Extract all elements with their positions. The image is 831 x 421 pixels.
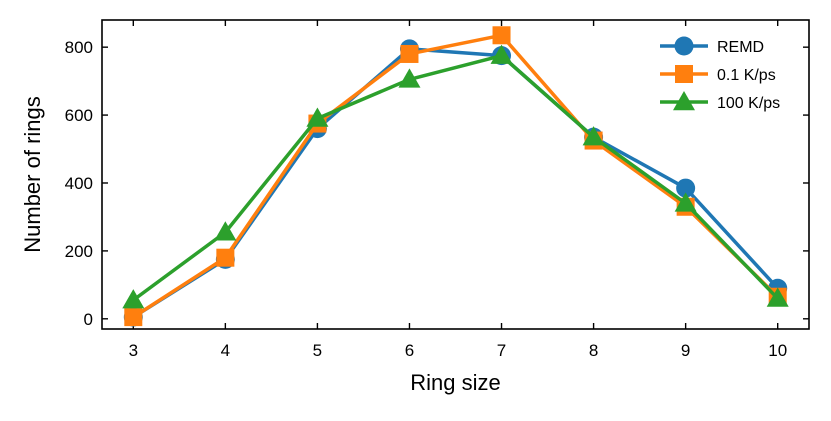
data-point — [214, 221, 237, 241]
legend-label: REMD — [717, 39, 764, 56]
data-point — [492, 26, 511, 45]
legend-marker — [675, 65, 693, 83]
data-point — [306, 107, 329, 127]
series-line — [132, 53, 779, 302]
data-point — [216, 248, 235, 267]
series-line — [132, 33, 779, 319]
data-point — [400, 44, 419, 63]
x-axis-label: Ring size — [410, 370, 500, 395]
x-tick-label: 4 — [221, 341, 230, 360]
legend-marker — [673, 91, 695, 111]
data-point — [582, 126, 605, 146]
y-axis-label: Number of rings — [20, 96, 45, 253]
x-tick-label: 7 — [497, 341, 506, 360]
y-tick-label: 600 — [65, 106, 93, 125]
legend-entry: 0.1 K/ps — [660, 65, 776, 84]
x-tick-label: 5 — [313, 341, 322, 360]
x-tick-label: 3 — [129, 341, 138, 360]
legend-marker — [674, 36, 694, 56]
data-point — [674, 192, 697, 212]
legend-entry: 100 K/ps — [660, 91, 780, 112]
y-tick-label: 0 — [84, 310, 93, 329]
y-tick-label: 200 — [65, 242, 93, 261]
data-point — [766, 287, 789, 307]
x-tick-label: 10 — [768, 341, 787, 360]
y-tick-label: 400 — [65, 174, 93, 193]
legend-entry: REMD — [660, 36, 764, 56]
legend-label: 0.1 K/ps — [717, 67, 776, 84]
y-tick-label: 800 — [65, 38, 93, 57]
legend-label: 100 K/ps — [717, 95, 780, 112]
data-point — [122, 289, 145, 309]
plot-frame — [101, 19, 810, 330]
data-point — [676, 178, 696, 198]
data-point — [398, 68, 421, 88]
x-tick-label: 6 — [405, 341, 414, 360]
series-triangle — [122, 44, 789, 309]
data-point — [490, 44, 513, 64]
data-point — [124, 308, 143, 327]
x-tick-label: 8 — [589, 341, 598, 360]
x-tick-label: 9 — [681, 341, 690, 360]
